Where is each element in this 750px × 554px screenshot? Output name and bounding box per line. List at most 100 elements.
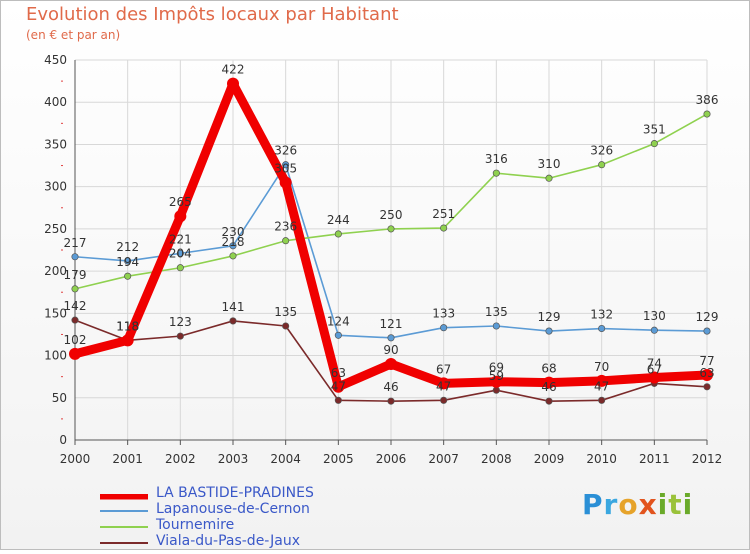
data-point [71, 285, 79, 293]
y-tick-label: 400 [44, 95, 67, 109]
brand-letter: i [682, 488, 694, 521]
data-point [598, 324, 606, 333]
data-label: 244 [327, 213, 350, 227]
data-label: 118 [116, 319, 139, 333]
data-label: 70 [594, 360, 609, 374]
y-tick-label: 50 [52, 391, 67, 405]
data-label: 316 [485, 152, 508, 166]
x-tick-label: 2011 [639, 452, 670, 466]
data-label: 351 [643, 123, 666, 137]
proxiti-logo: Proxiti [582, 488, 693, 521]
legend-label: LA BASTIDE-PRADINES [156, 485, 314, 501]
data-point [176, 332, 184, 340]
data-point [703, 110, 711, 118]
brand-letter: o [618, 488, 639, 521]
data-label: 121 [380, 317, 403, 331]
y-tick-label: 250 [44, 222, 67, 236]
data-label: 130 [643, 309, 666, 323]
data-label: 102 [64, 333, 87, 347]
data-point [437, 377, 450, 390]
data-point [71, 316, 79, 324]
data-point [124, 272, 132, 280]
data-label: 68 [541, 362, 556, 376]
data-point [598, 161, 606, 169]
data-label: 63 [331, 366, 346, 380]
x-tick-label: 2009 [534, 452, 565, 466]
data-label: 77 [699, 354, 714, 368]
data-point [227, 77, 239, 90]
brand-letter: x [638, 488, 658, 521]
x-tick-label: 2002 [165, 452, 196, 466]
data-point [595, 374, 608, 387]
y-tick-label: 300 [44, 180, 67, 194]
y-tick-label: 450 [44, 53, 67, 67]
x-tick-label: 2000 [60, 452, 91, 466]
data-point [545, 174, 553, 182]
data-label: 221 [169, 232, 192, 246]
data-label: 59 [489, 369, 504, 383]
data-label: 133 [432, 307, 455, 321]
data-label: 135 [274, 305, 297, 319]
data-point [648, 371, 661, 384]
data-label: 230 [222, 225, 245, 239]
data-label: 47 [594, 379, 609, 393]
x-tick-label: 2005 [323, 452, 354, 466]
chart-subtitle: (en € et par an) [26, 28, 121, 42]
data-label: 132 [590, 308, 613, 322]
legend-label: Viala-du-Pas-de-Jaux [156, 533, 301, 549]
data-label: 386 [696, 93, 719, 107]
legend-swatch [100, 526, 148, 528]
data-point [176, 264, 184, 272]
data-label: 251 [432, 207, 455, 221]
data-point [229, 242, 237, 250]
data-point [334, 230, 342, 238]
data-label: 69 [489, 361, 504, 375]
x-tick-label: 2012 [692, 452, 723, 466]
data-point [492, 386, 500, 394]
data-label: 67 [647, 362, 662, 376]
brand-letter: P [582, 488, 604, 521]
data-label: 250 [380, 208, 403, 222]
data-point [650, 326, 658, 334]
data-label: 212 [116, 240, 139, 254]
x-tick-label: 2007 [428, 452, 459, 466]
data-point [69, 347, 81, 360]
data-point [229, 317, 237, 325]
data-point [174, 210, 187, 223]
data-point [650, 140, 658, 148]
data-point [703, 383, 711, 391]
y-tick-label: 100 [44, 349, 67, 363]
data-label: 46 [383, 380, 398, 394]
data-point [440, 324, 448, 332]
data-label: 124 [327, 314, 350, 328]
data-point [701, 368, 713, 381]
data-point [703, 327, 711, 335]
data-point [176, 249, 184, 257]
legend-swatch [100, 510, 148, 512]
data-point [545, 327, 553, 335]
data-label: 47 [331, 379, 346, 393]
data-label: 47 [436, 379, 451, 393]
data-point [385, 358, 397, 370]
data-label: 305 [274, 161, 297, 175]
data-point [279, 176, 292, 189]
legend-swatch [100, 542, 148, 544]
x-tick-label: 2004 [270, 452, 301, 466]
data-label: 63 [699, 366, 714, 380]
data-point [387, 225, 395, 233]
data-point [282, 322, 290, 330]
brand-letter: r [603, 488, 619, 521]
x-tick-label: 2006 [376, 452, 407, 466]
data-label: 204 [169, 247, 192, 261]
legend-swatch [100, 494, 148, 500]
data-point [71, 253, 79, 261]
y-tick-label: 0 [59, 433, 67, 447]
data-label: 236 [274, 220, 297, 234]
legend-label: Tournemire [156, 517, 235, 533]
legend-label: Lapanouse-de-Cernon [156, 501, 310, 517]
data-label: 217 [64, 236, 87, 250]
data-point [282, 237, 290, 245]
data-label: 90 [383, 343, 398, 357]
brand-letter: i [657, 488, 669, 521]
